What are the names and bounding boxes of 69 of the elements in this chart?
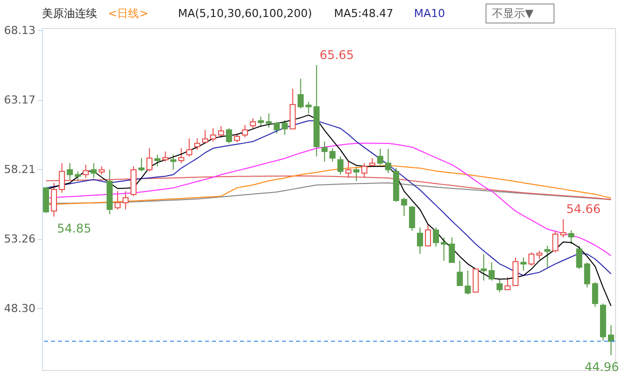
- candlestick: [306, 101, 312, 114]
- candlestick: [146, 148, 152, 172]
- annotation: 54.85: [56, 222, 92, 236]
- text: MA(5,10,30,60,100,200): [178, 7, 312, 20]
- annotation: 54.66: [566, 202, 601, 216]
- y-tick-label: 53.26: [4, 232, 36, 246]
- line-series: [45, 120, 612, 276]
- candlestick: [162, 150, 168, 162]
- candlestick: [361, 162, 368, 178]
- candlestick: [42, 187, 50, 214]
- candlestick: [576, 245, 582, 270]
- candlestick: [544, 245, 550, 268]
- candlestick: [424, 224, 432, 248]
- candlestick: [608, 324, 614, 356]
- candlestick: [298, 78, 304, 109]
- candlestick: [504, 276, 511, 291]
- candlestick: [258, 116, 264, 128]
- candlestick: [337, 156, 344, 176]
- candlestick: [250, 118, 256, 129]
- candlestick: [218, 126, 224, 138]
- candlestick: [82, 164, 89, 178]
- candlestick: [194, 138, 200, 150]
- candlestick: [448, 237, 455, 263]
- candlestick: [416, 227, 424, 254]
- candlestick: [154, 154, 160, 167]
- candlestick: [50, 182, 57, 218]
- y-tick-label: 48.30: [4, 302, 36, 315]
- candlestick: [122, 190, 129, 210]
- candlestick: [440, 237, 447, 262]
- candlestick: [409, 206, 416, 232]
- candlestick: [90, 162, 97, 178]
- candlestick: [488, 262, 495, 282]
- candlestick: [170, 154, 176, 170]
- candlestick: [496, 278, 503, 293]
- candlestick: [329, 148, 336, 162]
- candlestick: [226, 128, 232, 144]
- candlestick: [202, 129, 208, 144]
- candlestick: [480, 254, 487, 282]
- text: <日线>: [108, 7, 148, 20]
- y-tick-label: 68.13: [4, 24, 36, 37]
- candlestick: [520, 256, 527, 272]
- candlestick: [138, 158, 145, 172]
- candlestick: [528, 252, 534, 266]
- candlestick: [114, 190, 121, 210]
- candlestick: [472, 268, 479, 293]
- candlestick: [210, 128, 216, 142]
- candlestick: [568, 230, 574, 245]
- candlestick: [74, 170, 81, 182]
- candlestick: [512, 256, 519, 287]
- candlestick: [178, 148, 184, 164]
- annotation: 44.96: [584, 360, 620, 374]
- annotation: 65.65: [320, 48, 354, 62]
- candlestick: [66, 162, 73, 180]
- y-tick-label: 63.17: [4, 93, 36, 106]
- candlestick: [584, 262, 590, 288]
- candlestick: [592, 282, 598, 308]
- y-tick-label: 58.21: [4, 162, 36, 176]
- candlestick: [242, 124, 248, 138]
- chart-title: 美原油连续: [42, 7, 97, 20]
- candlestick: [186, 138, 192, 157]
- candlestick: [432, 227, 439, 248]
- text: 不显示▼: [492, 7, 534, 20]
- candlestick: [401, 197, 408, 216]
- text: MA10: [414, 7, 446, 20]
- candlestick: [353, 166, 360, 182]
- candlestick: [321, 141, 328, 162]
- candlestick: [345, 160, 352, 178]
- text: MA5:48.47: [334, 7, 394, 20]
- candlestick: [58, 162, 65, 194]
